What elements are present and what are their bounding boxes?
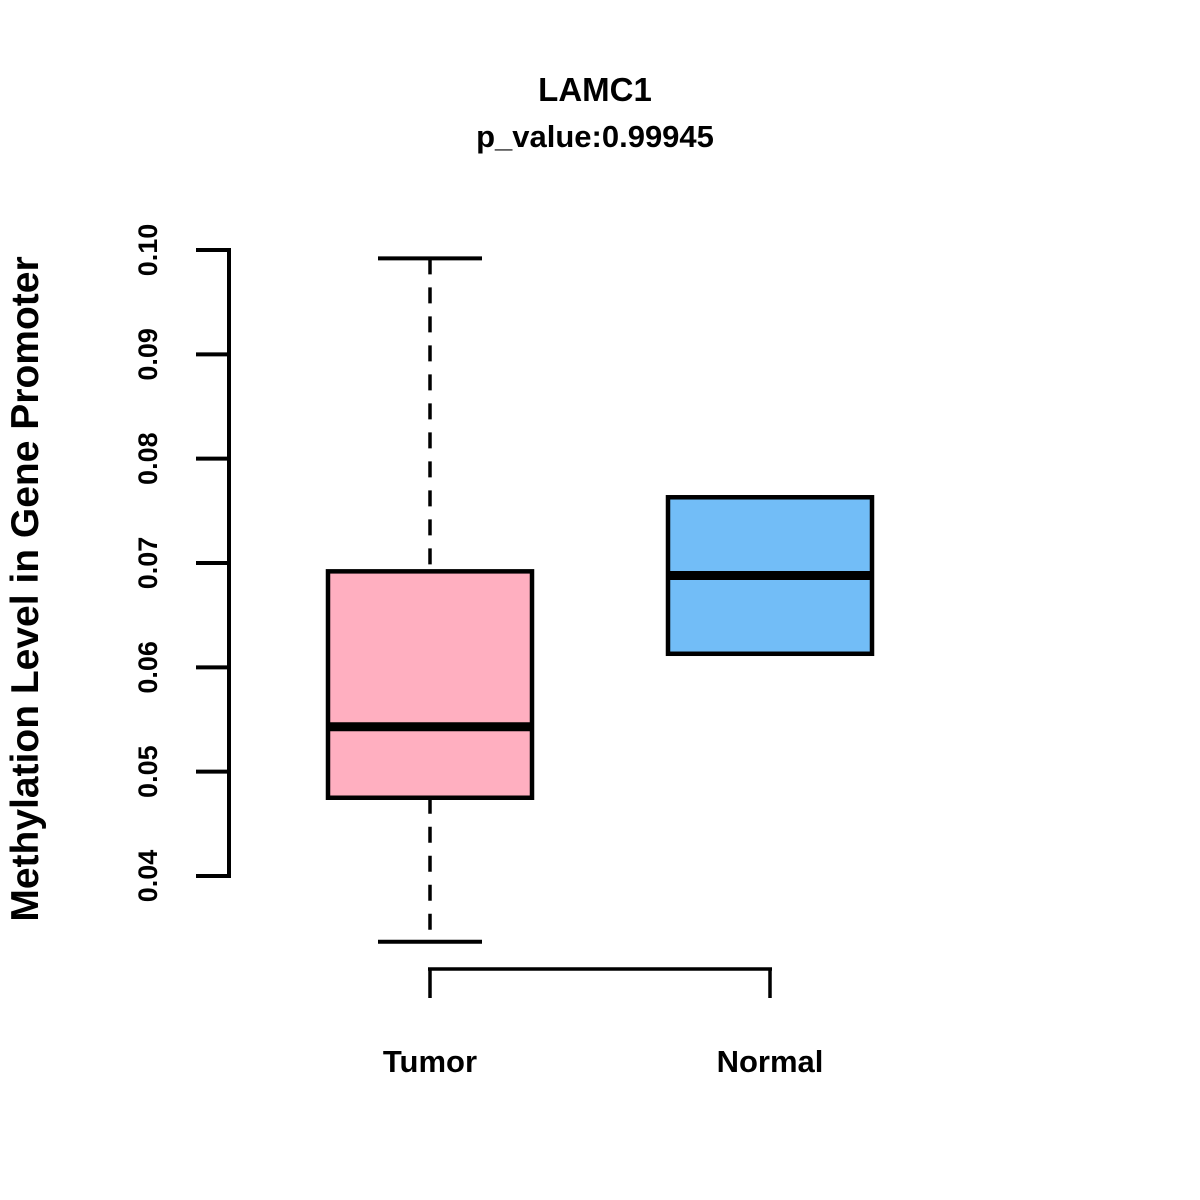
box-tumor	[325, 569, 535, 801]
y-tick-label: 0.09	[133, 328, 163, 381]
y-tick-label: 0.07	[133, 537, 163, 590]
chart-subtitle: p_value:0.99945	[476, 119, 714, 155]
title-block: LAMC1 p_value:0.99945	[230, 71, 960, 155]
y-tick-label: 0.04	[133, 850, 163, 903]
y-tick-label: 0.05	[133, 745, 163, 798]
group-label-tumor: Tumor	[383, 1044, 477, 1079]
y-tick-label: 0.10	[133, 224, 163, 277]
group-label-normal: Normal	[717, 1044, 824, 1079]
y-tick-label: 0.06	[133, 641, 163, 694]
y-tick-label: 0.08	[133, 432, 163, 485]
chart-title: LAMC1	[538, 71, 652, 108]
